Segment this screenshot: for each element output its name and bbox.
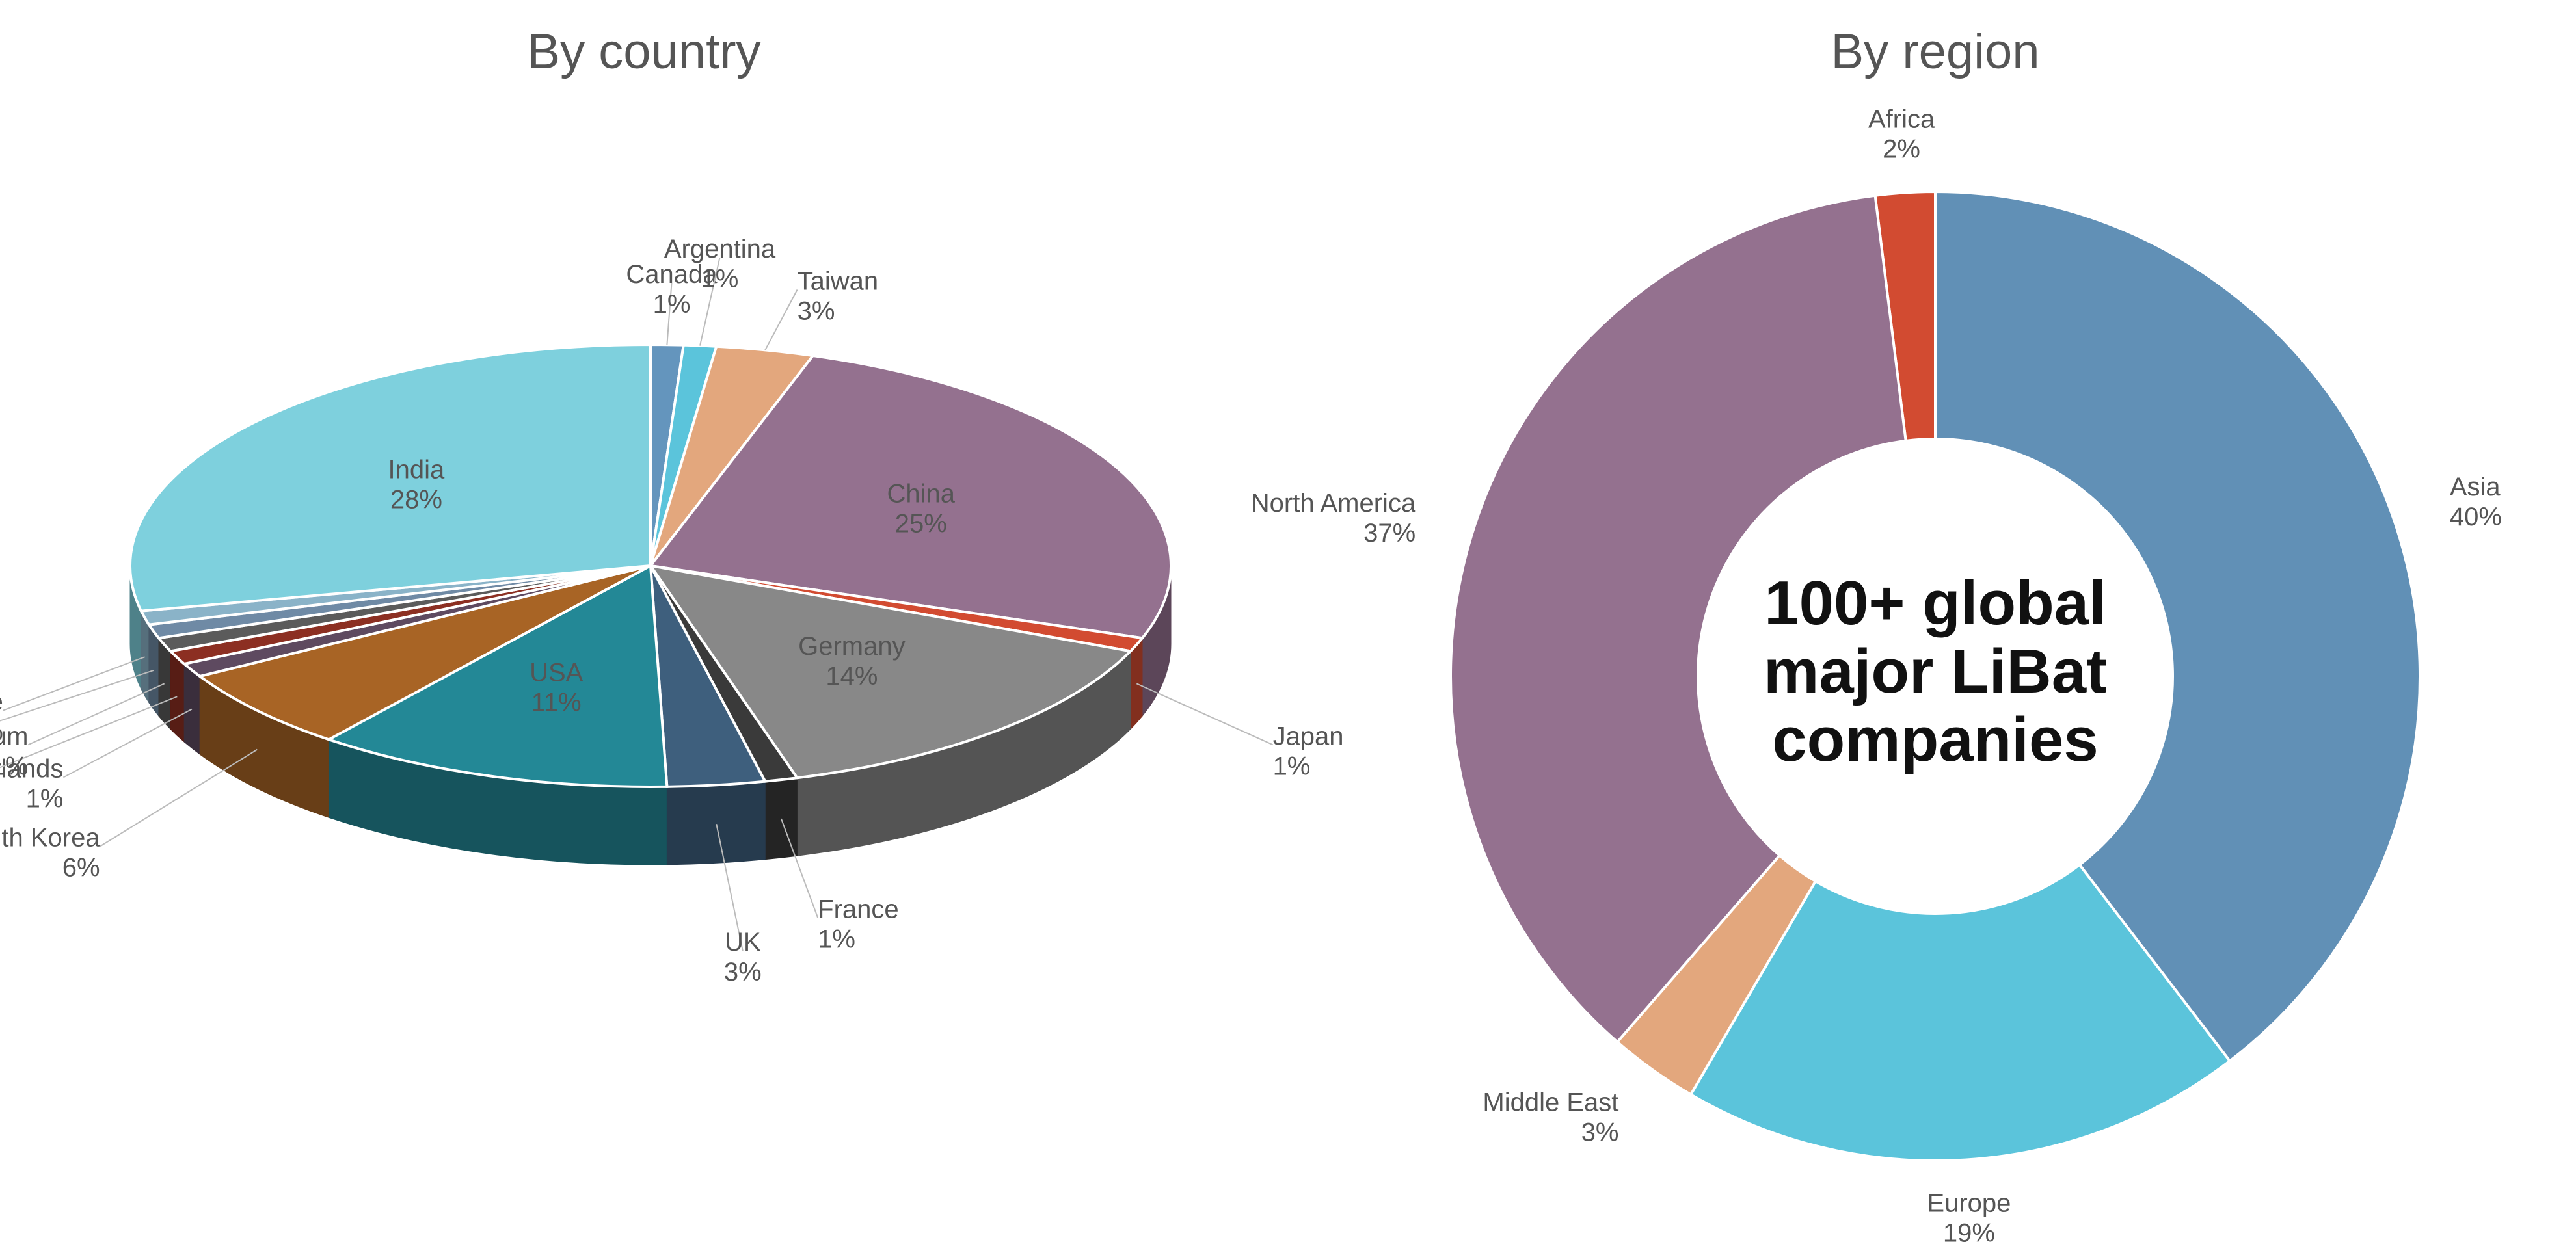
pie-side-norway <box>148 623 159 717</box>
donut-label-middle-east: Middle East 3% <box>1483 1089 1618 1147</box>
pie-label-china: China 25% <box>887 479 955 538</box>
donut-label-africa: Africa 2% <box>1868 105 1935 164</box>
pie-slice-china <box>648 354 1172 640</box>
donut-slice-europe <box>1689 863 2232 1162</box>
pie-leader-france <box>780 818 819 918</box>
pie-label-france: France 1% <box>818 895 899 953</box>
pie-label-argentina: Argentina 1% <box>664 235 776 293</box>
donut-center-line-3: companies <box>1772 705 2099 774</box>
pie-slices <box>129 343 1172 788</box>
pie-label-canada: Canada 1% <box>626 260 718 319</box>
donut-slice-asia <box>1934 190 2421 1063</box>
pie-leader-japan <box>1136 683 1273 746</box>
pie-label-uk: UK 3% <box>724 928 762 986</box>
pie-label-japan: Japan 1% <box>1273 722 1344 780</box>
pie-leader-uk <box>716 824 744 951</box>
pie-slice-south-korea <box>196 564 651 741</box>
region-chart-title: By region <box>1831 24 2039 79</box>
pie-label-germany: Germany 14% <box>798 632 906 691</box>
pie-leader-canada <box>666 282 673 345</box>
pie-label-chile: Chile1% <box>0 688 3 746</box>
donut-slice-north-america <box>1449 194 1907 1044</box>
pie-leader-norway <box>0 670 154 722</box>
pie-side-uk <box>666 781 766 865</box>
pie-label-usa: USA 11% <box>530 658 584 717</box>
pie-leader-chile <box>3 656 145 711</box>
pie-leader-south-korea <box>100 748 258 847</box>
pie-labels: Canada 1%Argentina 1% Taiwan 3% China 25% Japan… <box>0 235 1344 986</box>
pie-leader-belgium <box>28 683 165 746</box>
donut-center-line-1: 100+ global <box>1764 568 2106 638</box>
pie-label-netherlands: Netherlands1% <box>0 755 63 813</box>
pie-slice-india <box>129 343 652 613</box>
donut-label-asia: Asia 40% <box>2450 473 2502 531</box>
pie-slice-usa <box>325 563 669 788</box>
pie-side-netherlands <box>183 663 200 755</box>
donut-center-line-2: major LiBat <box>1764 637 2107 706</box>
donut-label-north-america: North America 37% <box>1251 489 1416 548</box>
donut-label-europe: Europe 19% <box>1927 1189 2011 1247</box>
pie-label-taiwan: Taiwan 3% <box>798 267 879 325</box>
pie-side-switzerland <box>170 650 185 743</box>
country-chart-title: By country <box>527 24 760 79</box>
pie-leader-argentina <box>699 257 721 346</box>
pie-side-japan <box>1130 637 1143 730</box>
pie-leader-netherlands <box>62 708 193 778</box>
pie-slice-germany <box>647 564 1133 780</box>
pie-label-india: India 28% <box>388 456 444 514</box>
pie-side-belgium <box>158 637 171 730</box>
region-donut-chart: Africa 2% Asia 40% Europe 19% Middle East 3% Nor… <box>1251 105 2502 1248</box>
pie-label-belgium: Belgium1% <box>0 722 28 780</box>
pie-leader-taiwan <box>764 289 798 350</box>
pie-leader-switzerland <box>0 696 178 769</box>
country-pie-chart: Canada 1%Argentina 1% Taiwan 3% China 25% Japan… <box>0 235 1344 986</box>
pie-side-walls <box>129 565 1172 865</box>
